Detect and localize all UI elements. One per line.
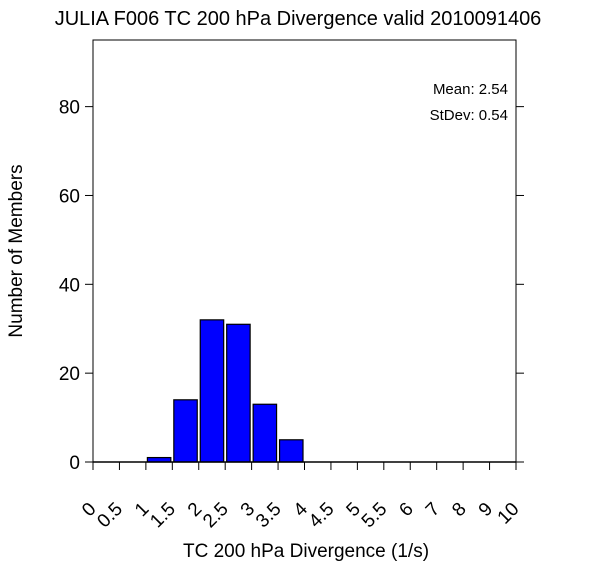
- y-tick-label: 80: [59, 98, 80, 119]
- x-tick-label: 9: [475, 499, 497, 521]
- bars-group: [93, 319, 516, 463]
- x-tick-label: 1.5: [146, 499, 180, 533]
- bar: [278, 439, 304, 463]
- x-tick-label: 2.5: [199, 499, 233, 533]
- stdev-annotation: StDev: 0.54: [430, 107, 508, 124]
- bar: [173, 399, 198, 463]
- mean-annotation: Mean: 2.54: [433, 81, 508, 98]
- x-tick-label: 3.5: [252, 499, 286, 533]
- x-tick-label: 6: [395, 499, 417, 521]
- plot-frame: [92, 39, 517, 463]
- bar: [252, 403, 278, 463]
- y-tick-label: 0: [69, 453, 80, 474]
- x-tick-label: 8: [448, 499, 470, 521]
- x-tick-label: 0.5: [93, 499, 127, 533]
- y-tick-label: 40: [59, 275, 80, 296]
- y-axis-label: Number of Members: [6, 164, 27, 337]
- x-tick-label: 5.5: [358, 499, 392, 533]
- bar: [226, 323, 251, 463]
- bar: [199, 319, 225, 463]
- y-tick-label: 20: [59, 364, 80, 385]
- x-tick-label: 4.5: [305, 499, 339, 533]
- y-tick-label: 60: [59, 186, 80, 207]
- x-tick-label: 7: [422, 499, 444, 521]
- x-axis-label: TC 200 hPa Divergence (1/s): [183, 541, 429, 562]
- x-tick-label: 10: [494, 499, 524, 529]
- x-axis: 00.5 11.5 22.5 33.5 44.5 55.5 6 7 8 910: [78, 462, 524, 533]
- chart-title: JULIA F006 TC 200 hPa Divergence valid 2…: [55, 8, 542, 30]
- y-axis: 0 20 40 60 80: [59, 98, 524, 474]
